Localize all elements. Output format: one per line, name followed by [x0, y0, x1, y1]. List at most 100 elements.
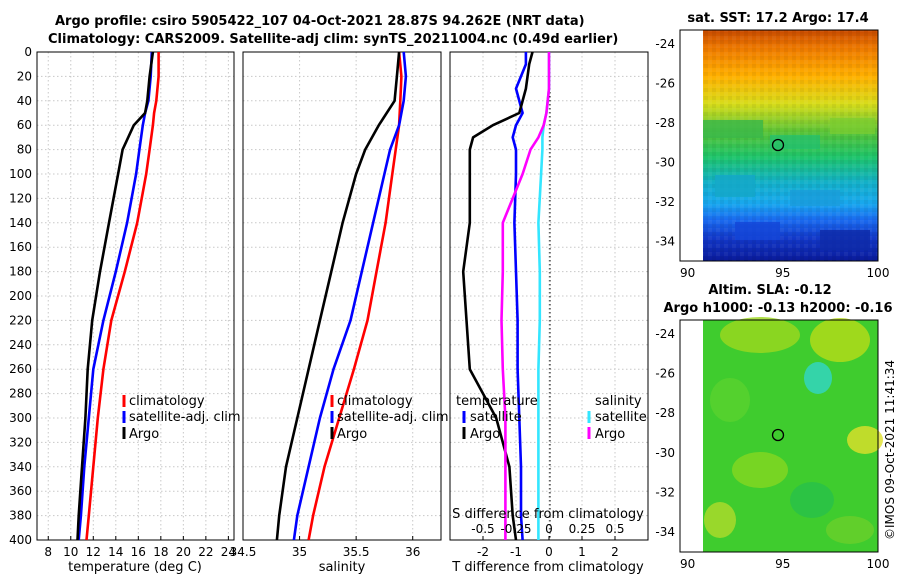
y-tick-label: 380: [9, 509, 32, 523]
x-tick-label: 18: [153, 545, 168, 559]
legend-argo-label: Argo: [337, 427, 367, 442]
legend-s-argo-label: Argo: [595, 427, 625, 442]
x-tick-label: 14: [108, 545, 123, 559]
y-tick-label: 320: [9, 435, 32, 449]
x-tick-label: 36: [405, 545, 420, 559]
y-tick-label: 120: [9, 191, 32, 205]
salinity-panel: 34.5 35 35.5 36 salinity climatology satell…: [230, 51, 449, 575]
salinity-legend: climatology satellite-adj. clim Argo: [330, 394, 449, 442]
x-tick-label: 24: [221, 545, 236, 559]
legend-temperature-title: temperature: [456, 394, 538, 409]
y-tick-label: 40: [17, 94, 32, 108]
difference-lines: [461, 51, 551, 541]
legend-s-satellite-label: satellite: [595, 410, 647, 425]
y-tick-label: 0: [24, 45, 32, 59]
map-y-tick-label: -26: [655, 367, 675, 381]
chart-title-line2: Climatology: CARS2009. Satellite-adj cli…: [48, 32, 619, 47]
x2-tick-label: 0.5: [605, 522, 624, 536]
imos-timestamp: ©IMOS 09-Oct-2021 11:41:34: [883, 360, 897, 540]
series-line-argo: [76, 51, 155, 541]
legend-climatology-label: climatology: [337, 394, 413, 409]
y-tick-label: 80: [17, 143, 32, 157]
legend-satellite-label: satellite-adj. clim: [129, 410, 241, 425]
map-x-tick-label: 95: [775, 266, 790, 280]
map-y-tick-label: -24: [655, 37, 675, 51]
map-x-tick-label: 100: [867, 266, 890, 280]
y-tick-label: 240: [9, 338, 32, 352]
difference-xlabel: T difference from climatology: [451, 560, 644, 575]
x-tick-label: 34.5: [230, 545, 257, 559]
salinity-xlabel: salinity: [319, 560, 366, 575]
temperature-axes-box: [36, 51, 235, 541]
difference-panel: -2 -1 0 1 2 -0.5 -0.25 0 0.25 0.5 T difference f…: [449, 51, 649, 575]
map-y-tick-label: -30: [655, 155, 675, 169]
temperature-xlabel: temperature (deg C): [68, 560, 202, 575]
sla-argo-marker: [771, 428, 785, 442]
series-line-argo: [275, 51, 401, 541]
x2-tick-label: -0.25: [500, 522, 531, 536]
temperature-diff-legend: temperature satellite Argo: [456, 394, 538, 442]
salinity-xticks: 34.5 35 35.5 36: [230, 536, 420, 559]
y-tick-label: 360: [9, 484, 32, 498]
y-tick-label: 100: [9, 167, 32, 181]
x-tick-label: 0: [545, 545, 553, 559]
map-y-tick-label: -24: [655, 327, 675, 341]
sst-field-detail: [703, 118, 875, 250]
map-x-tick-label: 95: [775, 557, 790, 571]
y-tick-label: 160: [9, 240, 32, 254]
series-line-climatology: [307, 51, 403, 541]
sla-yticks: -24 -26 -28 -30 -32 -34: [655, 327, 675, 539]
sst-yticks: -24 -26 -28 -30 -32 -34: [655, 37, 675, 248]
map-y-tick-label: -32: [655, 195, 675, 209]
legend-salinity-title: salinity: [595, 394, 642, 409]
salinity-lines: [275, 51, 408, 541]
y-tick-label: 200: [9, 289, 32, 303]
series-line-climatology: [85, 52, 160, 541]
sla-map: Altim. SLA: -0.12 Argo h1000: -0.13 h200…: [655, 283, 892, 571]
map-y-tick-label: -30: [655, 446, 675, 460]
difference-x2label: S difference from climatology: [452, 507, 644, 522]
x2-tick-label: 0.25: [569, 522, 596, 536]
legend-satellite-label: satellite-adj. clim: [337, 410, 449, 425]
x-tick-label: -1: [510, 545, 522, 559]
series-line-temperature-argo: [461, 51, 534, 541]
y-tick-label: 20: [17, 69, 32, 83]
x2-tick-label: 0: [545, 522, 553, 536]
legend-climatology-label: climatology: [129, 394, 205, 409]
sla-map-title-line2: Argo h1000: -0.13 h2000: -0.16: [663, 301, 892, 316]
x-tick-label: 2: [611, 545, 619, 559]
legend-argo-label: Argo: [129, 427, 159, 442]
map-y-tick-label: -34: [655, 525, 675, 539]
map-x-tick-label: 90: [680, 557, 695, 571]
series-line-satellite-adj-clim: [292, 51, 408, 541]
y-tick-label: 400: [9, 533, 32, 547]
map-x-tick-label: 100: [867, 557, 890, 571]
x-tick-label: 35: [292, 545, 307, 559]
x-tick-label: 12: [86, 545, 101, 559]
temperature-legend: climatology satellite-adj. clim Argo: [122, 394, 241, 442]
depth-yticks: 0 20 40 60 80 100 120 140 160 180 200 220 240 260 280 3…: [9, 45, 32, 547]
sla-xticks: 90 95 100: [680, 557, 889, 571]
sst-argo-marker: [771, 138, 785, 152]
map-y-tick-label: -32: [655, 486, 675, 500]
y-tick-label: 300: [9, 411, 32, 425]
difference-grid: [450, 51, 648, 541]
sst-xticks: 90 95 100: [680, 266, 889, 280]
y-tick-label: 60: [17, 118, 32, 132]
x-tick-label: 16: [131, 545, 146, 559]
chart-title-line1: Argo profile: csiro 5905422_107 04-Oct-2…: [55, 14, 585, 29]
x-tick-label: -2: [477, 545, 489, 559]
difference-xticks: -2 -1 0 1 2: [477, 536, 619, 559]
x-tick-label: 20: [176, 545, 191, 559]
temperature-panel: 8 10 12 14 16 18 20 22 24 0 20 40 60 80 100 120 140 160 1…: [9, 45, 241, 575]
temperature-xticks: 8 10 12 14 16 18 20 22 24: [44, 536, 236, 559]
map-x-tick-label: 90: [680, 266, 695, 280]
y-tick-label: 260: [9, 362, 32, 376]
sst-map-title: sat. SST: 17.2 Argo: 17.4: [687, 11, 868, 26]
x2-tick-label: -0.5: [471, 522, 494, 536]
sst-map: sat. SST: 17.2 Argo: 17.4 90 95 100 -24 -26…: [655, 11, 889, 280]
series-line-temperature-satellite: [511, 52, 528, 541]
legend-t-satellite-label: satellite: [470, 410, 522, 425]
y-tick-label: 180: [9, 265, 32, 279]
